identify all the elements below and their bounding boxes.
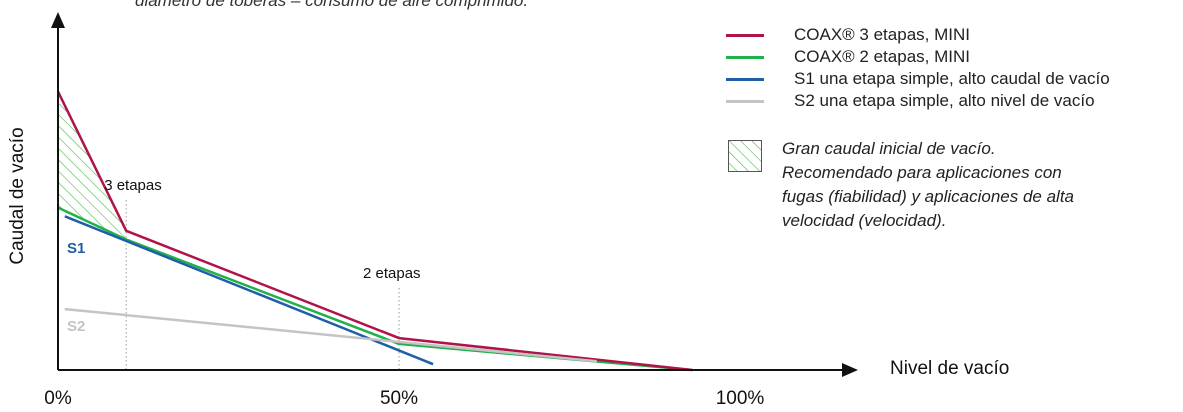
series-line [64,215,434,366]
hatch-legend-icon [728,140,762,172]
annotation-label: 3 etapas [104,177,162,194]
series-inline-label: S2 [67,318,85,335]
x-axis-arrow [842,363,858,377]
series-inline-label: S1 [67,240,85,257]
legend-item: COAX® 3 etapas, MINI [726,24,1110,46]
legend-item: COAX® 2 etapas, MINI [726,46,1110,68]
hatch-note-line: fugas (fiabilidad) y aplicaciones de alt… [782,187,1075,206]
top-note: diámetro de toberas – consumo de aire co… [135,0,529,10]
hatch-note-line: Recomendado para aplicaciones con [782,163,1062,182]
legend-label: COAX® 2 etapas, MINI [794,47,970,66]
series-line [64,307,597,363]
legend-label: S2 una etapa simple, alto nivel de vacío [794,91,1095,110]
x-axis-title: Nivel de vacío [890,358,1009,379]
series-line [57,206,693,372]
legend-item: S1 una etapa simple, alto caudal de vací… [726,68,1110,90]
legend-label: S1 una etapa simple, alto caudal de vací… [794,69,1110,88]
x-tick-label: 100% [716,388,765,409]
hatch-note: Gran caudal inicial de vacío. Recomendad… [782,137,1074,233]
y-axis-arrow [51,12,65,28]
legend-label: COAX® 3 etapas, MINI [794,25,970,44]
legend-item: S2 una etapa simple, alto nivel de vacío [726,90,1110,112]
hatch-note-line: Gran caudal inicial de vacío. [782,139,996,158]
legend-swatch [726,77,764,81]
hatch-note-line: velocidad (velocidad). [782,211,947,230]
annotation-label: 2 etapas [363,265,421,282]
legend-swatch [726,55,764,59]
y-axis-title: Caudal de vacío [7,127,28,264]
legend-swatch [726,99,764,103]
legend-swatch [726,33,764,37]
x-tick-label: 50% [380,388,418,409]
series-line [56,91,693,372]
x-tick-label: 0% [44,388,72,409]
legend: COAX® 3 etapas, MINI COAX® 2 etapas, MIN… [726,24,1110,112]
